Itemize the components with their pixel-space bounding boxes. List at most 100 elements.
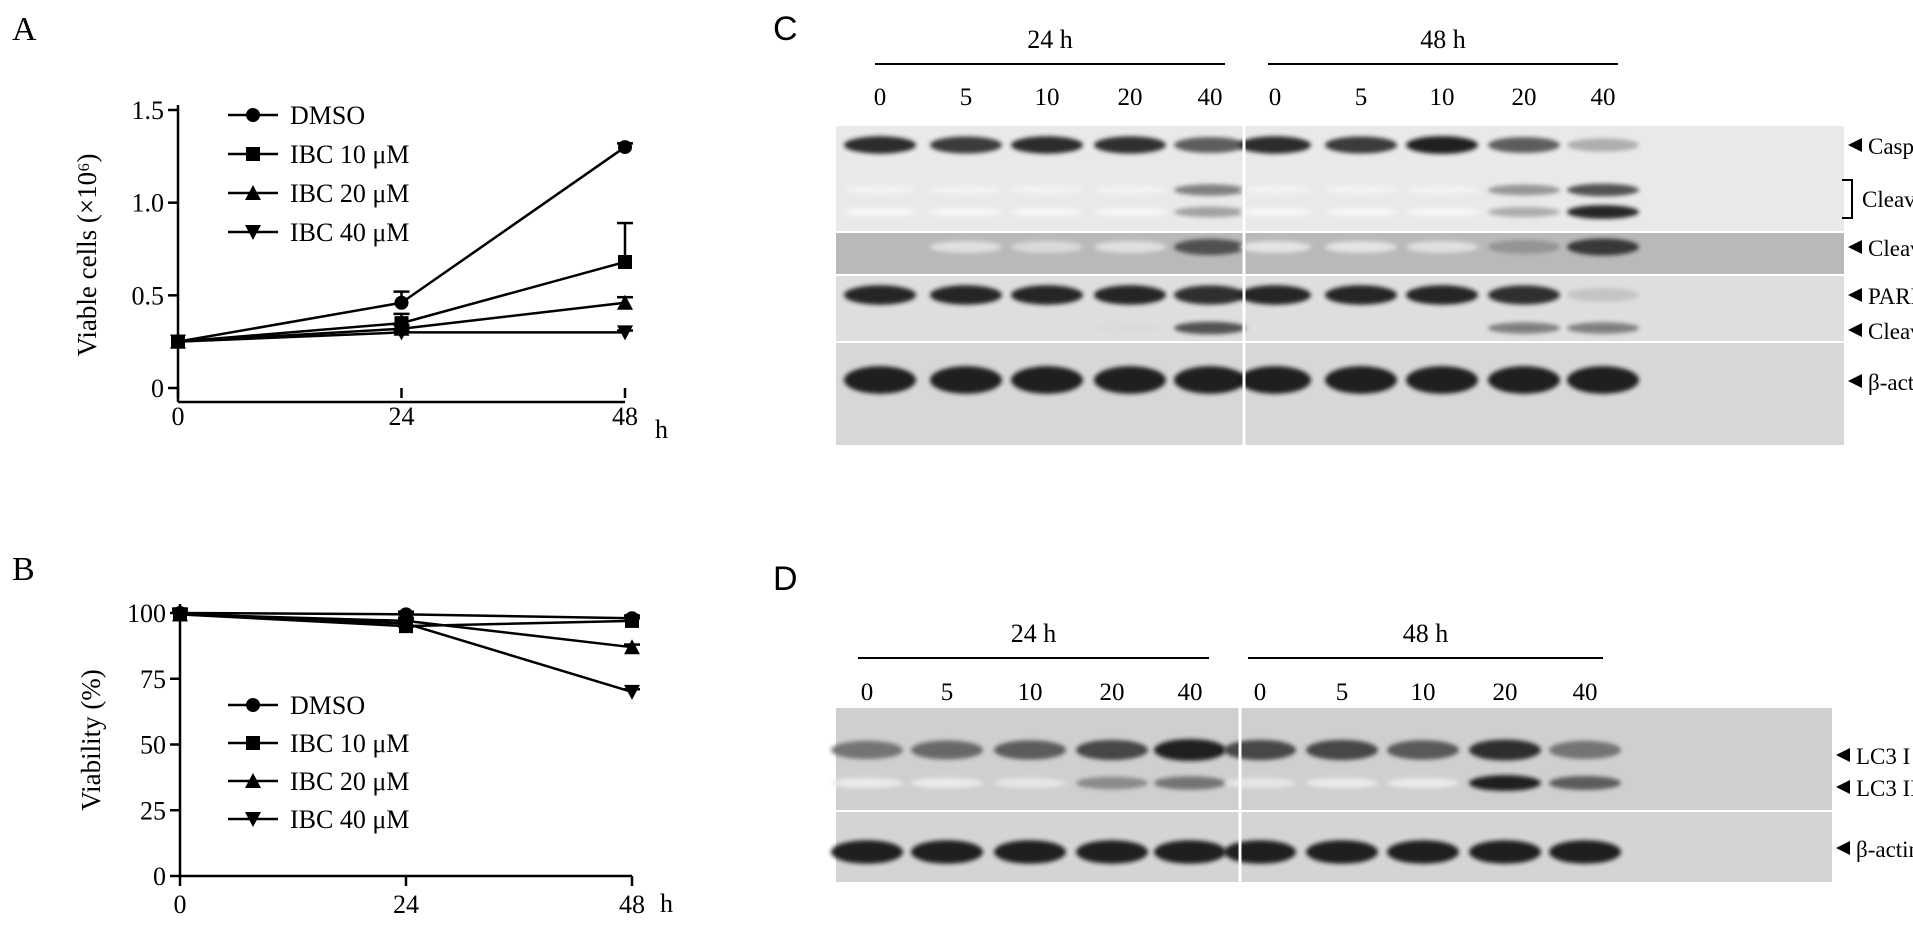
chartB-legend-marker (245, 812, 261, 827)
blotC-band-label: Cleaved PARP-1 (1868, 319, 1913, 344)
blotD-group-label: 24 h (1011, 619, 1057, 648)
chartB-point (625, 613, 639, 628)
blotC-band (1239, 207, 1311, 217)
blotC-lane-label: 40 (1591, 84, 1616, 111)
blotD-band (1469, 739, 1541, 761)
blotC-band (1174, 366, 1246, 394)
chartA-point (394, 295, 409, 310)
blotC-band-arrow (1848, 240, 1862, 254)
blotC-band (1174, 137, 1246, 153)
blotC-band (1488, 239, 1560, 255)
blotD-lane-label: 10 (1018, 679, 1043, 706)
blotD-lane-label: 10 (1411, 679, 1436, 706)
blotD-lane-label: 0 (1254, 679, 1267, 706)
blotC-band (1488, 184, 1560, 196)
chart-b-y-axis-label: Viability (%) (76, 669, 106, 811)
blotC-band (1325, 366, 1397, 394)
blotC-lane-label: 5 (1355, 84, 1368, 111)
blotC-band (1406, 241, 1478, 253)
chartB-point (624, 639, 640, 655)
chartB-y-tick-label: 0 (153, 862, 166, 891)
blotD-band (911, 740, 983, 760)
blotC-band (1488, 366, 1560, 394)
blotC-strip (836, 343, 1844, 445)
blot-c: 24 h 0 5 10 20 40 48 h 0 5 10 20 40 Caspase9 Cleaved… (836, 25, 1913, 445)
blotD-band (1469, 840, 1541, 864)
blotC-band (844, 136, 916, 154)
chartB-legend-marker (245, 773, 261, 788)
blotC-band (1011, 136, 1083, 154)
blotC-band (1011, 285, 1083, 305)
blotD-band (1387, 777, 1459, 789)
blotC-band-label: PARP-1 (1868, 284, 1913, 309)
blotC-band (930, 136, 1002, 154)
panel-label-c: C (773, 10, 798, 48)
chartA-point (617, 325, 633, 341)
blotC-band (930, 185, 1002, 195)
blotD-band (1387, 840, 1459, 864)
chartA-y-tick-label: 0.5 (132, 281, 165, 310)
blotC-group-label: 24 h (1027, 25, 1073, 54)
blotC-band-label: Caspase9 (1868, 134, 1913, 159)
blotC-lane-label: 10 (1035, 84, 1060, 111)
blotC-band-label: Cleaved Caspase 3 (1868, 236, 1913, 261)
blotC-band-bracket (1842, 179, 1853, 219)
chartA-legend-label: IBC 20 μM (290, 179, 409, 208)
blotD-lane-label: 20 (1100, 679, 1125, 706)
chartA-legend-label: IBC 40 μM (290, 218, 409, 247)
blotC-band (1567, 205, 1639, 219)
blotC-band (1325, 241, 1397, 253)
blotD-lane-label: 5 (1336, 679, 1349, 706)
blotD-band (994, 740, 1066, 760)
blotD-group-label: 48 h (1403, 619, 1449, 648)
blotD-lane-label: 40 (1178, 679, 1203, 706)
blotC-band (1567, 288, 1639, 302)
blotC-band (844, 366, 916, 394)
blotC-band (844, 207, 916, 217)
blotD-band (831, 777, 903, 789)
chartA-legend-label: DMSO (290, 101, 365, 130)
blotD-band (1469, 775, 1541, 791)
blotD-band (1224, 777, 1296, 789)
blotC-band (1094, 366, 1166, 394)
chartB-y-tick-label: 25 (140, 796, 166, 825)
blotC-band (1094, 185, 1166, 195)
blotD-band (1549, 775, 1621, 791)
blotD-band-label: LC3 I (1856, 744, 1910, 769)
chartA-point (618, 254, 632, 269)
blotC-band (1239, 285, 1311, 305)
blotC-band (844, 285, 916, 305)
chartA-legend-marker (245, 185, 261, 200)
chart-b: 0 25 50 75 100 0 24 48 DMSO IBC 10 μM IBC 20 μM I… (76, 599, 673, 919)
chartA-point (393, 325, 410, 341)
chart-a-y-axis-label: Viable cells (×10⁶) (72, 154, 102, 357)
blotC-band (1239, 136, 1311, 154)
blotC-band (1011, 207, 1083, 217)
blotC-band (844, 185, 916, 195)
blotC-lane-label: 0 (874, 84, 887, 111)
chart-a-x-unit: h (655, 415, 668, 444)
chartA-legend-marker (246, 108, 260, 122)
blotC-band (930, 241, 1002, 253)
blotC-band (1325, 207, 1397, 217)
blotC-band (1488, 285, 1560, 305)
chart-b-x-unit: h (660, 889, 673, 918)
blotD-band (911, 777, 983, 789)
blotD-band (1387, 740, 1459, 760)
blotD-band (1306, 739, 1378, 761)
panel-label-d: D (773, 560, 798, 598)
chartB-x-tick-label: 0 (174, 890, 187, 919)
blotD-band (1306, 777, 1378, 789)
blotD-lane-label: 0 (861, 679, 874, 706)
chartA-y-tick-label: 0 (151, 374, 164, 403)
blotC-band (1406, 285, 1478, 305)
blotC-band (1011, 185, 1083, 195)
blotC-band (1325, 136, 1397, 154)
chartA-x-tick-label: 24 (389, 402, 415, 431)
blotD-band (1076, 840, 1148, 864)
chartB-x-tick-label: 24 (393, 890, 419, 919)
chartB-legend-marker (246, 698, 260, 712)
blotC-group-label: 48 h (1420, 25, 1466, 54)
chartB-x-tick-label: 48 (619, 890, 645, 919)
chartA-point (617, 294, 633, 310)
